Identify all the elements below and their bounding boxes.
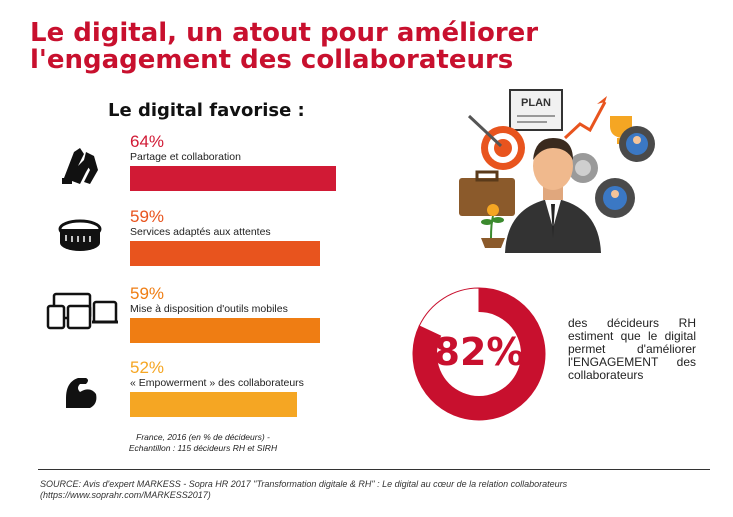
bar-category-label: « Empowerment » des collaborateurs [130,377,304,389]
devices-icon [46,292,118,330]
bar-value-label: 59% [130,207,165,226]
sample-note-line2: Echantillon : 115 décideurs RH et SIRH [128,443,278,453]
donut-chart: 82% [395,270,563,438]
bar [130,241,320,266]
source-line1: SOURCE: Avis d'expert MARKESS - Sopra HR… [40,479,568,489]
bar-category-label: Mise à disposition d'outils mobiles [130,303,288,315]
donut-hole [437,312,521,396]
bar [130,318,320,343]
bar [130,392,297,417]
donut-center-value: 82% [433,330,525,374]
bar-value-label: 59% [130,284,165,303]
donut-caption: des décideurs RH estiment que le digital… [568,316,696,382]
section-subhead: Le digital favorise : [108,100,305,121]
businessman-strategy-icon: PLAN [459,89,655,253]
bar-value-label: 64% [130,132,165,151]
page-title: Le digital, un atout pour améliorer l'en… [30,18,539,75]
bar-category-label: Partage et collaboration [130,151,241,163]
handshake-icon [62,148,98,184]
sample-note-line1: France, 2016 (en % de décideurs) - [136,432,270,442]
measuring-tape-icon [58,219,102,251]
sample-note: France, 2016 (en % de décideurs) - Echan… [103,432,303,454]
bar-category-label: Services adaptés aux attentes [130,226,271,238]
divider [38,469,710,470]
source-line2: (https://www.soprahr.com/MARKESS2017) [40,490,211,500]
plan-board-label: PLAN [521,97,551,109]
source-note: SOURCE: Avis d'expert MARKESS - Sopra HR… [40,479,720,501]
bar-value-label: 52% [130,358,165,377]
flexed-arm-icon [66,378,97,408]
bar [130,166,336,191]
